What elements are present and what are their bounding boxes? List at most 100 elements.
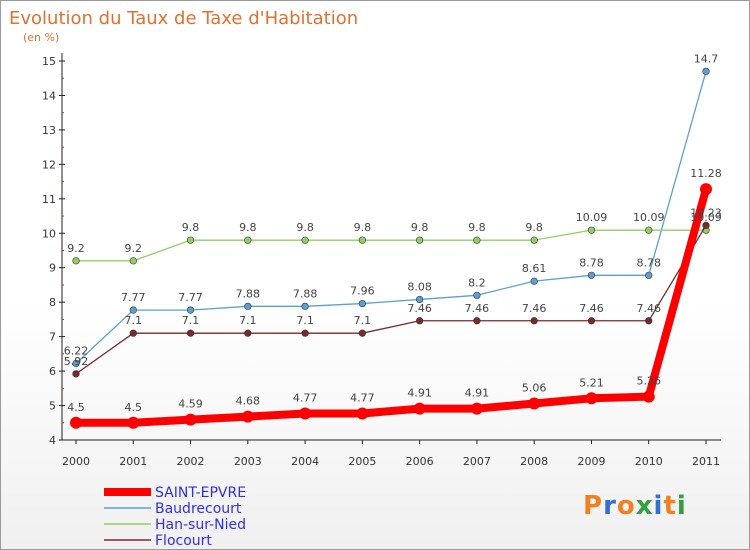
series-saint-epvre bbox=[70, 183, 712, 429]
legend: SAINT-EPVREBaudrecourtHan-sur-NiedFlocou… bbox=[104, 485, 246, 549]
data-point bbox=[72, 257, 80, 265]
data-label: 6.22 bbox=[64, 345, 89, 358]
data-label: 9.8 bbox=[239, 221, 257, 234]
data-label: 7.1 bbox=[239, 314, 257, 327]
data-point bbox=[413, 402, 426, 415]
data-label: 7.77 bbox=[121, 291, 146, 304]
data-point bbox=[358, 236, 366, 244]
data-label: 8.78 bbox=[579, 256, 604, 269]
y-tick-label: 4 bbox=[49, 434, 56, 447]
data-label: 7.1 bbox=[125, 314, 143, 327]
data-point bbox=[301, 329, 309, 337]
data-point bbox=[530, 236, 538, 244]
x-tick-label: 2009 bbox=[577, 455, 605, 468]
data-point bbox=[186, 236, 195, 244]
data-label: 8.2 bbox=[468, 276, 486, 289]
series-han-sur-nied bbox=[72, 226, 710, 265]
logo-letter: r bbox=[603, 491, 617, 521]
y-tick-label: 7 bbox=[49, 331, 56, 344]
data-point bbox=[645, 226, 653, 234]
x-tick-label: 2011 bbox=[692, 455, 720, 468]
data-point bbox=[186, 329, 195, 337]
data-label: 7.46 bbox=[636, 302, 661, 315]
series-line bbox=[75, 70, 707, 365]
data-point bbox=[129, 329, 137, 337]
x-tick-label: 2005 bbox=[348, 455, 376, 468]
data-point bbox=[587, 317, 596, 325]
data-point bbox=[700, 183, 712, 196]
series-layer bbox=[70, 67, 712, 429]
x-tick-label: 2008 bbox=[520, 455, 548, 468]
x-tick-label: 2001 bbox=[119, 455, 147, 468]
data-point bbox=[129, 257, 137, 265]
data-point bbox=[356, 407, 369, 420]
data-label: 4.91 bbox=[407, 387, 432, 400]
y-tick-label: 8 bbox=[49, 296, 56, 309]
y-tick-label: 5 bbox=[49, 400, 56, 413]
data-label: 7.88 bbox=[236, 287, 261, 300]
data-label: 7.46 bbox=[522, 302, 547, 315]
data-label: 4.5 bbox=[125, 401, 143, 414]
y-tick-label: 13 bbox=[42, 124, 56, 137]
data-point bbox=[530, 317, 538, 325]
data-label: 4.5 bbox=[67, 401, 85, 414]
logo-letter: o bbox=[616, 491, 636, 521]
data-label: 8.78 bbox=[636, 256, 661, 269]
data-label: 7.1 bbox=[354, 314, 372, 327]
y-tick-label: 15 bbox=[42, 55, 56, 68]
data-point bbox=[244, 329, 252, 337]
data-point bbox=[70, 416, 82, 429]
data-point bbox=[702, 67, 710, 75]
x-tick-label: 2002 bbox=[177, 455, 205, 468]
logo-letter: x bbox=[635, 491, 654, 521]
data-point bbox=[416, 317, 424, 325]
data-point bbox=[301, 302, 309, 310]
legend-label: Han-sur-Nied bbox=[155, 517, 246, 533]
data-label: 8.08 bbox=[407, 280, 432, 293]
x-tick-label: 2007 bbox=[463, 455, 491, 468]
data-label: 4.77 bbox=[293, 391, 318, 404]
x-tick-label: 2003 bbox=[234, 455, 262, 468]
logo-letter: P bbox=[583, 491, 604, 521]
data-label: 9.2 bbox=[67, 242, 85, 255]
data-label: 10.09 bbox=[633, 211, 665, 224]
data-label: 9.8 bbox=[354, 221, 372, 234]
data-label: 10.09 bbox=[576, 211, 608, 224]
data-label: 5.92 bbox=[64, 355, 89, 368]
y-tick-label: 10 bbox=[42, 227, 56, 240]
data-point bbox=[416, 295, 424, 304]
logo-letter: i bbox=[676, 491, 687, 521]
x-tick-label: 2000 bbox=[62, 455, 90, 468]
series-baudrecourt bbox=[72, 67, 710, 368]
data-labels: 6.22 7.77 7.77 7.88 7.88 7.96 8.08 8.2 8.61 8.78 8… bbox=[64, 52, 722, 413]
data-point bbox=[587, 271, 596, 279]
legend-label: SAINT-EPVRE bbox=[155, 485, 246, 501]
series-flocourt bbox=[72, 221, 710, 378]
data-label: 9.8 bbox=[182, 221, 200, 234]
data-label: 7.77 bbox=[178, 291, 203, 304]
data-point bbox=[473, 236, 481, 244]
y-tick-label: 14 bbox=[42, 89, 56, 102]
data-point bbox=[473, 291, 481, 299]
data-point bbox=[642, 390, 655, 403]
data-label: 14.7 bbox=[694, 52, 719, 65]
data-label: 4.68 bbox=[236, 395, 261, 408]
data-label: 7.88 bbox=[293, 287, 318, 300]
data-point bbox=[358, 299, 366, 308]
y-tick-label: 11 bbox=[42, 193, 56, 206]
data-point bbox=[470, 402, 483, 415]
data-point bbox=[301, 236, 309, 244]
data-label: 5.26 bbox=[636, 375, 661, 388]
data-label: 4.77 bbox=[350, 391, 375, 404]
data-label: 7.46 bbox=[579, 302, 604, 315]
data-label: 9.8 bbox=[468, 221, 486, 234]
data-label: 10.23 bbox=[690, 206, 722, 219]
data-point bbox=[702, 221, 710, 229]
data-label: 7.46 bbox=[407, 302, 432, 315]
data-point bbox=[473, 317, 481, 325]
data-label: 5.06 bbox=[522, 381, 547, 394]
data-label: 7.1 bbox=[182, 314, 200, 327]
series-line bbox=[72, 185, 710, 427]
data-point bbox=[241, 410, 254, 423]
data-point bbox=[244, 302, 252, 310]
